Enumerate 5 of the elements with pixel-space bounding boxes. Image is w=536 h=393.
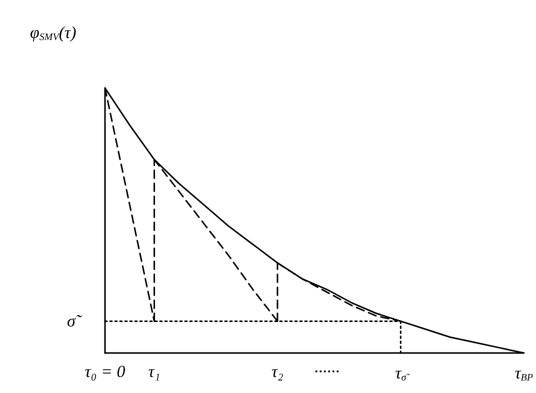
x-tick-label: τ₂ xyxy=(271,362,284,381)
x-tick-label: τ₀ = 0 xyxy=(84,362,126,381)
x-tick-label: τ₁ xyxy=(148,362,160,381)
x-tick-label: ······ xyxy=(314,362,340,381)
annotation: σ̃ xyxy=(67,312,82,331)
